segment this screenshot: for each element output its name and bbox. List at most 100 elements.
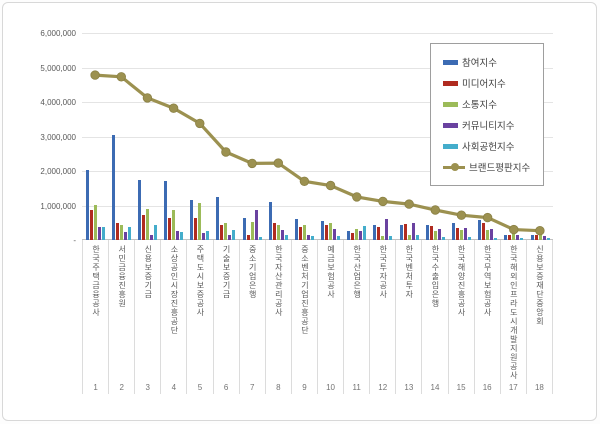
category-rank-number: 10: [326, 383, 335, 392]
y-tick-label: 4,000,000: [40, 98, 76, 107]
bar-참여지수: [190, 199, 194, 240]
x-axis-line: [82, 239, 553, 240]
category-cell-18: 신용보증재단중앙회 18: [527, 240, 553, 394]
bar-참여지수: [347, 230, 351, 240]
bar-group-9: [291, 33, 317, 240]
bar-참여지수: [137, 180, 141, 240]
bar-참여지수: [242, 218, 246, 240]
bar-미디어지수: [89, 210, 93, 240]
bar-group-17: [501, 33, 527, 240]
brand-index-marker: [116, 72, 127, 82]
legend-line-marker-icon: [443, 163, 465, 171]
bar-소통지수: [512, 231, 516, 240]
brand-index-marker: [221, 147, 231, 157]
category-rank-number: 15: [456, 383, 466, 392]
bar-소통지수: [119, 225, 123, 240]
brand-index-marker: [352, 192, 362, 202]
gridline: [82, 102, 553, 103]
bar-소통지수: [407, 235, 411, 240]
bar-커뮤니티지수: [385, 218, 389, 240]
category-cell-6: 기술보증기금 6: [214, 240, 240, 394]
y-tick-label: -: [73, 236, 76, 245]
y-tick-label: 3,000,000: [40, 132, 76, 142]
category-cell-10: 예금보험공사 10: [318, 240, 345, 394]
bar-커뮤니티지수: [437, 229, 441, 240]
plot-area: [82, 33, 553, 240]
bar-참여지수: [85, 170, 89, 240]
brand-index-marker: [195, 118, 205, 129]
y-tick-label: 1,000,000: [40, 201, 76, 211]
category-label: 중소벤처기업진흥공단: [300, 245, 310, 335]
bar-커뮤니티지수: [228, 235, 232, 240]
bar-참여지수: [451, 223, 455, 240]
category-label: 한국해양진흥공사: [457, 245, 467, 317]
category-rank-number: 1: [93, 383, 98, 392]
bar-미디어지수: [272, 223, 276, 240]
category-label: 신용보증재단중앙회: [535, 245, 545, 326]
legend-swatch-icon: [443, 143, 458, 149]
bar-소통지수: [486, 230, 490, 240]
bar-미디어지수: [141, 215, 145, 240]
bar-커뮤니티지수: [176, 231, 180, 240]
brand-index-marker: [509, 224, 519, 235]
bar-커뮤니티지수: [516, 235, 520, 240]
category-label: 예금보험공사: [326, 245, 336, 299]
bar-사회공헌지수: [467, 236, 471, 240]
bar-미디어지수: [351, 232, 355, 240]
bar-커뮤니티지수: [149, 234, 153, 240]
bar-소통지수: [250, 222, 254, 240]
category-rank-number: 9: [302, 383, 307, 392]
brand-index-marker: [90, 70, 100, 80]
bar-커뮤니티지수: [490, 229, 494, 240]
bar-소통지수: [276, 224, 280, 240]
bar-group-7: [239, 33, 265, 240]
gridline: [82, 171, 553, 172]
category-cell-7: 중소기업은행 7: [240, 240, 266, 394]
bar-group-15: [448, 33, 474, 240]
category-label: 신용보증기금: [143, 245, 153, 299]
bar-소통지수: [302, 224, 306, 240]
category-rank-number: 8: [276, 383, 281, 392]
category-rank-number: 7: [249, 383, 255, 392]
bar-참여지수: [478, 220, 482, 240]
category-cell-15: 한국해양진흥공사 15: [449, 240, 475, 394]
legend-item-브랜드평판지수: 브랜드평판지수: [443, 160, 543, 174]
category-rank-number: 2: [119, 383, 124, 392]
brand-index-marker: [273, 158, 284, 168]
bar-소통지수: [381, 235, 385, 240]
legend-label: 미디어지수: [462, 79, 506, 90]
bar-소통지수: [198, 202, 202, 240]
bar-사회공헌지수: [520, 237, 524, 240]
bar-group-6: [213, 33, 239, 240]
category-cell-2: 서민금융진흥원 2: [109, 240, 136, 394]
bar-참여지수: [268, 202, 272, 240]
bar-참여지수: [425, 224, 429, 240]
category-label: 한국투자공사: [378, 245, 388, 299]
bar-참여지수: [373, 225, 377, 240]
category-rank-number: 13: [404, 383, 414, 392]
category-rank-number: 17: [508, 383, 518, 392]
bar-group-1: [82, 33, 108, 240]
category-label: 기술보증기금: [222, 245, 232, 299]
category-rank-number: 18: [534, 383, 544, 392]
bar-커뮤니티지수: [333, 229, 337, 240]
bar-참여지수: [321, 220, 325, 240]
y-tick-label: 5,000,000: [40, 63, 76, 73]
category-cell-1: 한국주택금융공사 1: [83, 240, 110, 394]
category-cell-11: 한국산업은행 11: [344, 240, 371, 394]
category-cell-13: 한국벤처투자 13: [396, 240, 423, 394]
chart-card: 6,000,000 5,000,000 4,000,000 3,000,000 2,00…: [2, 2, 597, 421]
bar-소통지수: [433, 231, 437, 240]
bar-참여지수: [504, 234, 508, 240]
bar-미디어지수: [482, 223, 486, 240]
category-cell-9: 중소벤처기업진흥공단 9: [292, 240, 318, 394]
bar-소통지수: [224, 222, 228, 240]
bar-커뮤니티지수: [280, 230, 284, 240]
category-rank-number: 11: [352, 383, 361, 392]
bar-미디어지수: [298, 226, 302, 240]
category-cell-3: 신용보증기금 3: [135, 240, 162, 394]
category-label: 서민금융진흥원: [117, 245, 127, 308]
bar-소통지수: [459, 230, 463, 240]
legend-label: 소통지수: [462, 100, 497, 111]
bar-소통지수: [93, 205, 97, 240]
